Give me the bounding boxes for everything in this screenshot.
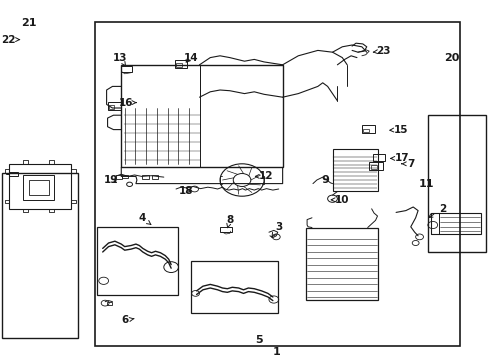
Text: 17: 17 xyxy=(390,153,408,163)
Bar xyxy=(176,63,182,67)
Bar xyxy=(220,227,232,232)
Bar xyxy=(142,175,148,179)
Text: 6: 6 xyxy=(121,315,134,325)
Bar xyxy=(9,172,18,176)
Bar xyxy=(430,213,480,234)
Text: 2: 2 xyxy=(428,204,445,217)
Bar xyxy=(372,154,384,161)
Bar xyxy=(121,66,132,72)
Text: 22: 22 xyxy=(1,35,20,45)
Bar xyxy=(109,105,114,109)
Text: 20: 20 xyxy=(443,53,459,63)
Bar xyxy=(2,173,78,338)
Bar xyxy=(97,227,177,295)
Bar xyxy=(332,149,377,191)
Bar xyxy=(116,175,122,179)
Text: 13: 13 xyxy=(112,53,127,66)
Text: 1: 1 xyxy=(272,347,280,357)
Text: 15: 15 xyxy=(389,125,407,135)
Bar xyxy=(363,129,368,132)
Bar xyxy=(151,175,158,179)
Bar xyxy=(106,302,112,305)
Bar xyxy=(107,102,121,110)
Text: 23: 23 xyxy=(372,46,390,56)
Bar xyxy=(9,164,71,209)
Bar xyxy=(95,22,459,346)
Text: 10: 10 xyxy=(330,195,349,205)
Bar xyxy=(370,165,376,169)
Bar xyxy=(427,115,485,252)
Text: 3: 3 xyxy=(271,222,282,237)
Bar xyxy=(175,60,187,68)
Bar xyxy=(430,213,438,234)
Text: 21: 21 xyxy=(21,18,37,28)
Bar xyxy=(29,180,49,195)
Bar xyxy=(368,162,382,170)
Text: 14: 14 xyxy=(183,53,198,63)
Text: 8: 8 xyxy=(226,215,233,228)
Bar xyxy=(121,65,282,167)
Bar xyxy=(305,228,377,300)
Text: 16: 16 xyxy=(119,98,136,108)
Bar xyxy=(23,175,54,200)
Text: 7: 7 xyxy=(401,159,414,169)
Text: 4: 4 xyxy=(138,213,150,224)
Text: 11: 11 xyxy=(418,179,433,189)
Bar xyxy=(361,125,374,133)
Bar xyxy=(190,261,277,313)
Bar xyxy=(122,175,128,178)
Text: 9: 9 xyxy=(321,175,328,185)
Text: 19: 19 xyxy=(104,175,119,185)
Text: 5: 5 xyxy=(255,335,263,345)
Text: 18: 18 xyxy=(178,186,193,196)
Text: 12: 12 xyxy=(255,171,273,181)
